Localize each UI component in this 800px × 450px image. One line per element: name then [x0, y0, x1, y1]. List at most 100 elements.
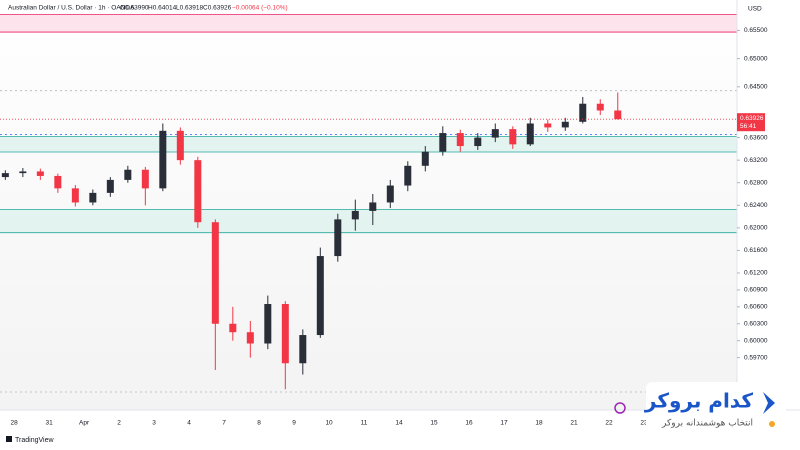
candle-body	[194, 160, 202, 223]
candle-body	[474, 137, 482, 147]
x-tick-label: 3	[152, 420, 156, 427]
candle-body	[211, 222, 219, 324]
candle-body	[509, 129, 517, 145]
candle-body	[404, 165, 412, 186]
legend-high: H0.64014	[148, 5, 177, 12]
x-tick-label: 10	[325, 420, 333, 427]
candle-body	[54, 175, 62, 189]
candle-body	[176, 130, 184, 161]
y-tick-label: 0.62800	[744, 179, 768, 186]
watermark-chevron	[763, 392, 775, 414]
x-tick-label: 28	[10, 420, 18, 427]
candle-body	[246, 332, 254, 344]
candle-body	[421, 151, 429, 166]
y-tick-label: 0.63200	[744, 157, 768, 164]
y-tick-label: 0.59700	[744, 354, 768, 361]
candle-body	[369, 202, 377, 211]
y-tick-label: 0.61200	[744, 270, 768, 277]
candle-body	[229, 323, 237, 333]
y-tick-label: 0.64500	[744, 84, 768, 91]
chart-title: Australian Dollar / U.S. Dollar · 1h · O…	[8, 5, 135, 12]
x-tick-label: 11	[361, 420, 368, 427]
last-price-box	[737, 113, 765, 132]
currency: USD	[748, 6, 762, 13]
candle-body	[264, 304, 272, 344]
x-tick-label: 21	[570, 420, 578, 427]
candle-body	[1, 173, 9, 178]
candle-body	[334, 219, 342, 257]
y-tick-label: 0.63600	[744, 134, 768, 141]
x-tick-label: 18	[535, 420, 543, 427]
watermark-box	[646, 382, 786, 434]
candle-body	[36, 171, 44, 176]
zone	[0, 14, 737, 33]
y-tick-label: 0.65500	[744, 27, 768, 34]
x-tick-label: 17	[500, 420, 508, 427]
header: Australian Dollar / U.S. Dollar · 1h · O…	[8, 5, 288, 12]
plot	[0, 14, 737, 393]
candle-body	[316, 256, 324, 336]
candle-body	[159, 130, 167, 189]
x-tick-label: 7	[222, 420, 226, 427]
y-tick-label: 0.65000	[744, 55, 768, 62]
watermark-dot	[769, 421, 775, 427]
x-tick-label: 31	[45, 420, 53, 427]
watermark: کدام بروکر انتخاب هوشمندانه بروکر	[644, 382, 786, 434]
candle-body	[491, 129, 499, 138]
brand-text: TradingView	[15, 437, 54, 444]
plot-background	[0, 0, 737, 410]
last-price-label: 0.63926	[740, 115, 764, 122]
x-tick-label: 8	[257, 420, 261, 427]
x-tick-label: Apr	[79, 420, 90, 427]
y-tick-label: 0.60900	[744, 287, 768, 294]
watermark-subtitle: انتخاب هوشمندانه بروکر	[661, 419, 753, 429]
y-tick-label: 0.60600	[744, 304, 768, 311]
y-tick-label: 0.60300	[744, 320, 768, 327]
y-tick-label: 0.62400	[744, 202, 768, 209]
x-tick-label: 22	[605, 420, 613, 427]
x-tick-label: 15	[430, 420, 438, 427]
legend-open: O0.63990	[120, 5, 149, 12]
candle-body	[281, 304, 289, 364]
candle-body	[561, 121, 569, 128]
brand-icon	[6, 436, 12, 442]
candle-body	[141, 169, 149, 189]
candle-body	[439, 133, 447, 152]
candle-body	[351, 210, 359, 220]
candle-body	[124, 169, 132, 180]
candle-body	[456, 133, 464, 147]
candle-body	[614, 110, 622, 120]
x-tick-label: 14	[395, 420, 403, 427]
zone	[0, 136, 737, 152]
candle-body	[89, 192, 97, 203]
candle-body	[71, 188, 79, 203]
axes: 0.65500 0.65000 0.64500 0.63600 0.63200 0.628…	[10, 27, 767, 427]
y-tick-label: 0.61600	[744, 247, 768, 254]
y-tick-label: 0.60000	[744, 337, 768, 344]
tradingview-brand: TradingView	[6, 436, 54, 444]
x-tick-label: 2	[117, 420, 121, 427]
x-tick-label: 9	[292, 420, 296, 427]
zone	[0, 209, 737, 233]
candle-body	[106, 179, 114, 193]
x-tick-label: 23	[640, 420, 648, 427]
candle-body	[544, 123, 552, 128]
y-tick-label: 0.62000	[744, 225, 768, 232]
candle-body	[526, 123, 534, 145]
replay-icon[interactable]	[614, 402, 626, 414]
candle-body	[579, 103, 587, 122]
countdown-label: 56:41	[740, 123, 757, 130]
legend-change: −0.00064 (−0.10%)	[232, 5, 288, 12]
candle-body	[299, 335, 307, 364]
x-tick-label: 16	[465, 420, 473, 427]
legend-low: L0.63918	[176, 5, 203, 12]
x-tick-label: 4	[187, 420, 191, 427]
candle-body	[596, 103, 604, 111]
candle-body	[386, 185, 394, 203]
candle-body	[19, 171, 27, 174]
watermark-title: کدام بروکر	[644, 389, 753, 413]
legend-close: C0.63926	[203, 5, 232, 12]
price-axis	[737, 0, 800, 410]
